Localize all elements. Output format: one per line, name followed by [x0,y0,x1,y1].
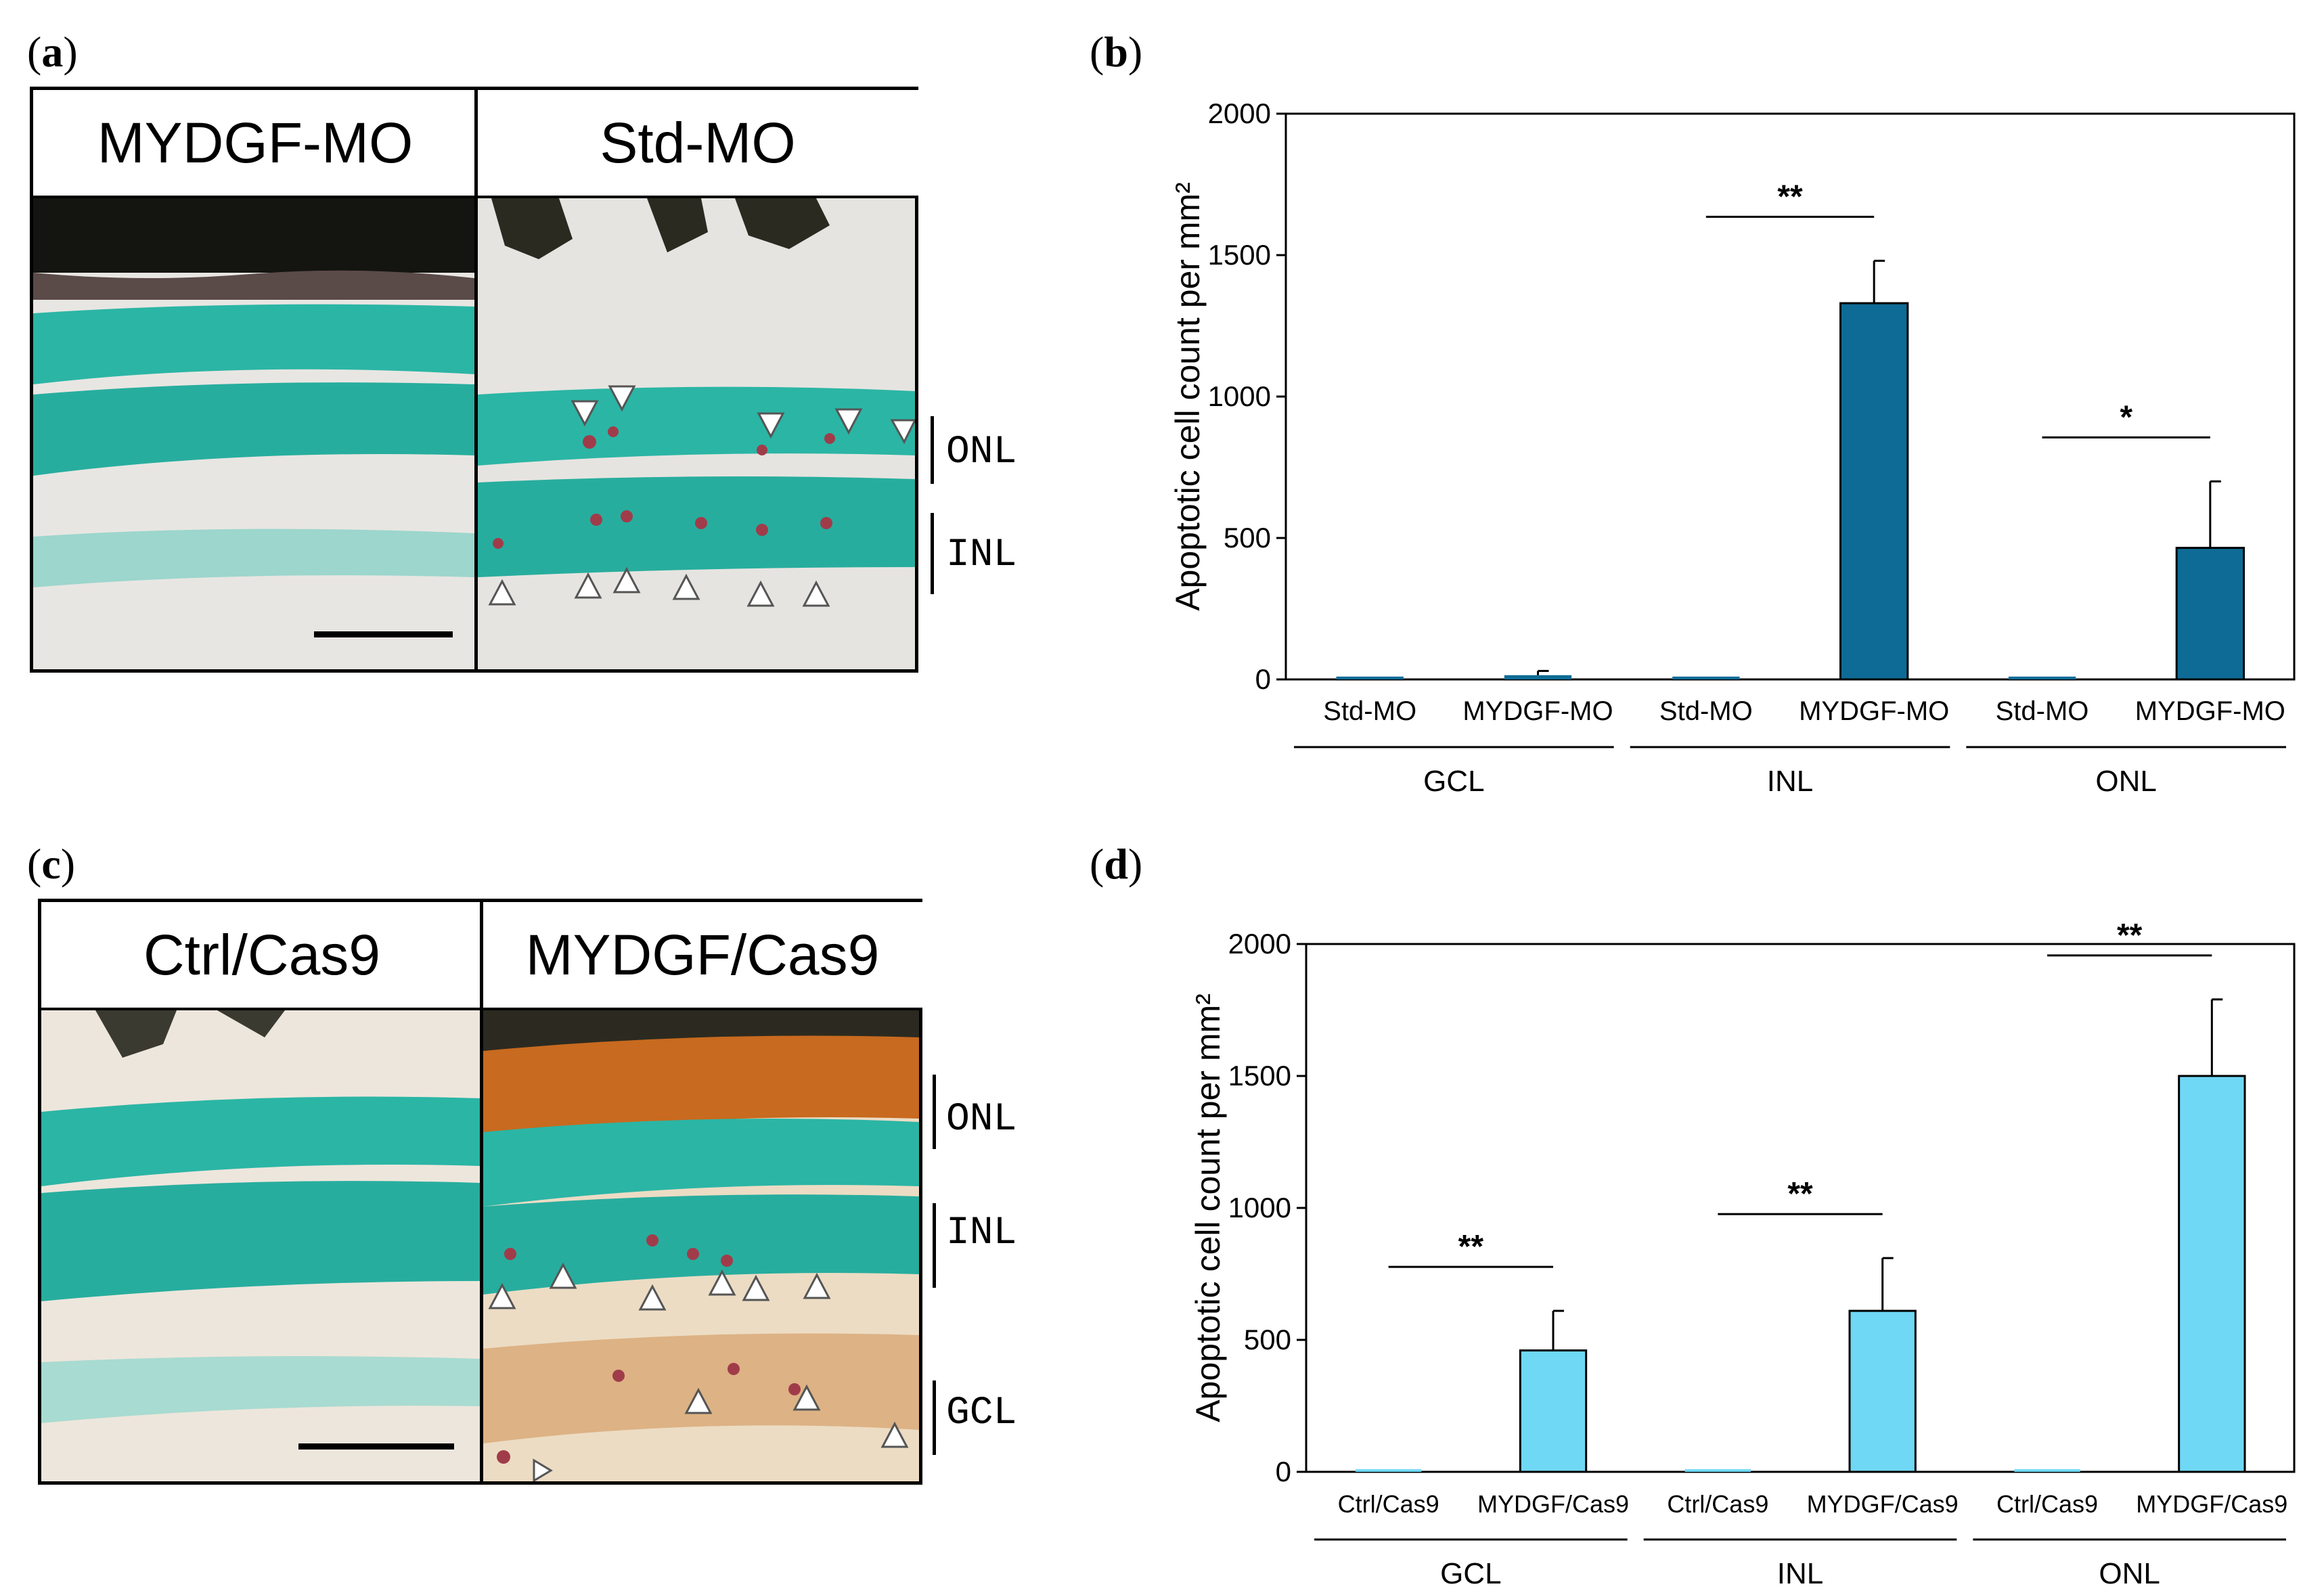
x-tick-label: Ctrl/Cas9 [1667,1490,1768,1518]
y-tick-label: 500 [1224,522,1271,554]
group-label: GCL [1440,1557,1501,1590]
bracket-inl-a [931,513,934,594]
divider-a [474,90,478,669]
header-std-mo: Std-MO [477,90,918,198]
significance-marker: ** [1777,179,1803,215]
bar [1684,1469,1751,1472]
bracket-gcl-c [933,1380,936,1455]
y-tick-label: 0 [1255,663,1271,695]
layer-label-onl-c: ONL [946,1098,1017,1142]
bar [2014,1469,2080,1472]
bar [1504,675,1572,679]
divider-c [480,902,483,1481]
x-tick-label: MYDGF/Cas9 [1807,1490,1959,1518]
x-tick-label: MYDGF-MO [2135,696,2285,726]
x-tick-label: MYDGF/Cas9 [2136,1490,2287,1518]
bar-chart-b: 0 500 1000 1500 2000 Apoptotic cell count per… [1169,97,2296,798]
bar [1848,1309,1917,1473]
y-tick-label: 500 [1244,1324,1291,1355]
y-axis-label: Apoptotic cell count per mm² [1169,182,1207,611]
retina-image-ctrl-cas9 [41,1010,480,1481]
micrograph-panel-a: MYDGF-MO Std-MO [30,87,918,673]
x-tick-label: Std-MO [1996,696,2089,726]
layer-label-onl-a: ONL [946,430,1017,474]
micrograph-panel-c: Ctrl/Cas9 MYDGF/Cas9 [38,899,922,1485]
significance-marker: ** [2117,918,2143,953]
retina-image-mydgf-mo [33,198,474,669]
x-tick-label: MYDGF-MO [1799,696,1949,726]
bar-chart-d: 0 500 1000 1500 2000 Apoptotic cell count per… [1189,918,2296,1590]
header-mydgf-cas9: MYDGF/Cas9 [483,902,922,1010]
retina-image-mydgf-cas9 [483,1010,919,1481]
retina-image-std-mo [478,198,915,669]
bracket-onl-c [933,1075,936,1149]
significance-marker: ** [1787,1176,1813,1212]
y-tick-label: 2000 [1208,97,1271,129]
x-tick-label: Ctrl/Cas9 [1996,1490,2098,1518]
group-label: ONL [2099,1557,2160,1590]
header-ctrl-cas9: Ctrl/Cas9 [41,902,483,1010]
significance-marker: * [2120,399,2132,435]
layer-label-inl-a: INL [946,533,1017,577]
bar [2008,676,2076,679]
y-tick-label: 1000 [1228,1192,1291,1223]
y-tick-label: 2000 [1228,928,1291,960]
x-tick-label: Std-MO [1323,696,1416,726]
y-tick-label: 0 [1276,1456,1291,1487]
layer-label-gcl-c: GCL [946,1391,1017,1435]
group-label: ONL [2095,765,2156,798]
panel-label-a: (a) [27,28,78,76]
header-mydgf-mo: MYDGF-MO [33,90,477,198]
bar [1839,302,1909,681]
significance-marker: ** [1458,1229,1484,1265]
x-tick-label: MYDGF-MO [1462,696,1613,726]
bar [2178,1075,2246,1473]
bracket-inl-c [933,1203,936,1288]
group-label: GCL [1423,765,1484,798]
group-label: INL [1767,765,1813,798]
bar [1519,1349,1588,1473]
y-tick-label: 1000 [1208,380,1271,412]
y-axis-label: Apoptotic cell count per mm² [1189,993,1227,1422]
panel-label-c: (c) [27,840,76,888]
x-tick-label: MYDGF/Cas9 [1477,1490,1629,1518]
bracket-onl-a [931,416,934,484]
x-tick-label: Ctrl/Cas9 [1338,1490,1439,1518]
x-tick-label: Std-MO [1659,696,1753,726]
y-tick-label: 1500 [1208,239,1271,271]
layer-label-inl-c: INL [946,1211,1017,1255]
y-tick-label: 1500 [1228,1060,1291,1092]
bar [2175,547,2245,681]
group-label: INL [1777,1557,1823,1590]
bar [1672,676,1740,679]
bar [1356,1469,1422,1472]
bar [1336,676,1404,679]
panel-label-d: (d) [1090,840,1143,888]
panel-label-b: (b) [1090,28,1143,76]
